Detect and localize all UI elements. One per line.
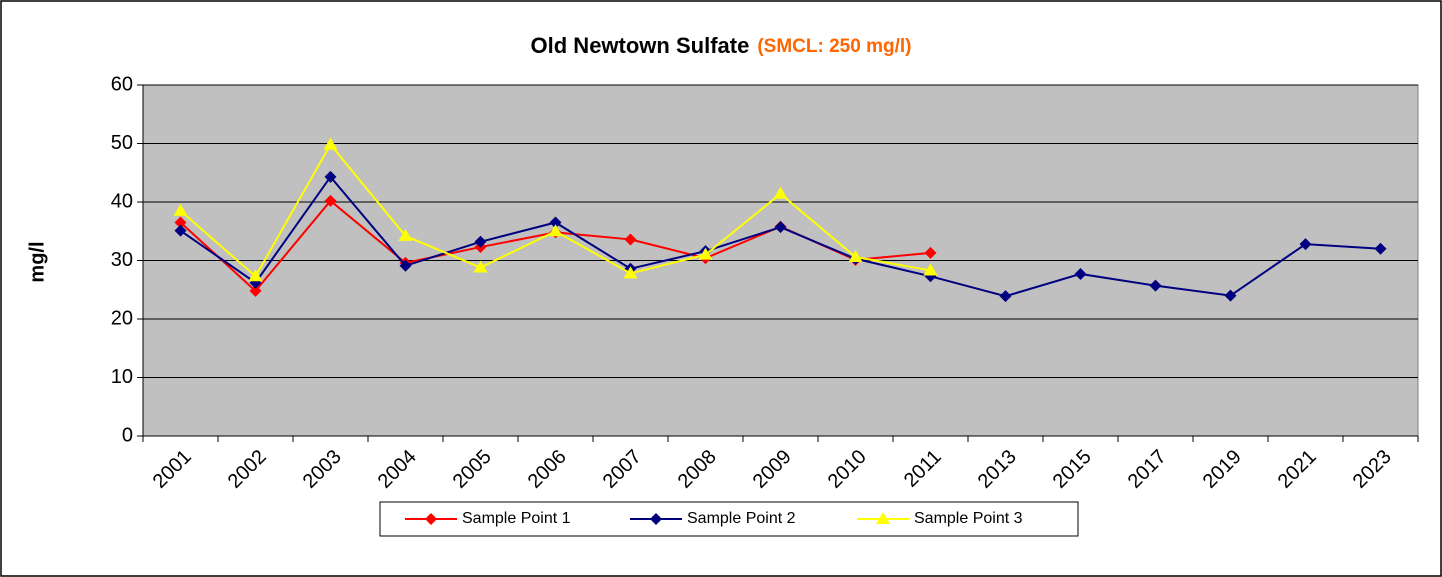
marker xyxy=(923,263,938,276)
marker xyxy=(698,247,713,260)
marker xyxy=(249,284,262,297)
marker xyxy=(324,194,337,207)
legend-marker xyxy=(650,513,662,525)
y-tick-label: 30 xyxy=(111,249,133,271)
marker xyxy=(773,186,788,199)
marker xyxy=(848,249,863,262)
marker xyxy=(999,290,1012,303)
legend-label: Sample Point 3 xyxy=(914,510,1023,527)
legend-label: Sample Point 1 xyxy=(462,510,571,527)
marker xyxy=(474,235,487,248)
marker xyxy=(324,170,337,183)
marker xyxy=(1149,279,1162,292)
marker xyxy=(398,228,413,241)
marker xyxy=(548,224,563,237)
y-tick-label: 60 xyxy=(111,73,133,95)
marker xyxy=(248,269,263,282)
legend-marker xyxy=(876,512,890,524)
marker xyxy=(1299,238,1312,251)
marker xyxy=(623,266,638,279)
marker xyxy=(323,137,338,150)
marker xyxy=(1224,289,1237,302)
y-axis-label: mg/l xyxy=(26,241,48,282)
marker xyxy=(399,259,412,272)
marker xyxy=(174,224,187,237)
marker xyxy=(173,203,188,216)
y-tick-label: 20 xyxy=(111,307,133,329)
marker xyxy=(1374,242,1387,255)
chart-title-group: Old Newtown Sulfate (SMCL: 250 mg/l) xyxy=(531,33,912,58)
y-tick-label: 10 xyxy=(111,366,133,388)
y-tick-label: 40 xyxy=(111,190,133,212)
marker xyxy=(774,221,787,234)
chart-title: Old Newtown Sulfate xyxy=(531,33,750,58)
chart-subtitle: (SMCL: 250 mg/l) xyxy=(757,36,911,57)
marker xyxy=(174,216,187,229)
legend: Sample Point 1 Sample Point 2 Sample Point… xyxy=(379,501,1079,537)
marker xyxy=(624,233,637,246)
marker xyxy=(924,246,937,259)
marker xyxy=(473,260,488,273)
y-tick-label: 0 xyxy=(122,424,133,446)
marker xyxy=(549,216,562,229)
legend-label: Sample Point 2 xyxy=(687,510,796,527)
legend-box xyxy=(379,501,1079,537)
marker xyxy=(1074,267,1087,280)
legend-marker xyxy=(425,513,437,525)
y-tick-label: 50 xyxy=(111,132,133,154)
